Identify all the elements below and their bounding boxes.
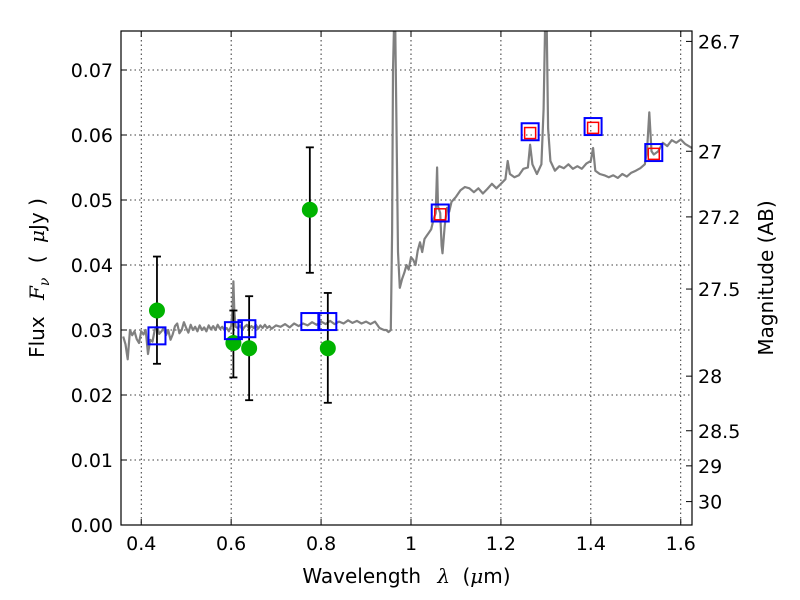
nir-flux-square xyxy=(433,208,447,221)
spectrum-line xyxy=(122,31,692,361)
model-flux-square xyxy=(300,312,320,332)
y-tick-label: 0.05 xyxy=(71,190,113,212)
secondary-y-axis-label: Magnitude (AB) xyxy=(754,200,778,355)
y-tick-label: 0.04 xyxy=(71,255,113,277)
model-flux-square xyxy=(147,326,167,346)
model-flux-square xyxy=(223,321,243,341)
x-tick-label: 1.6 xyxy=(666,533,696,555)
x-axis-label-text: Wavelength xyxy=(302,564,421,588)
model-flux-square xyxy=(430,203,450,223)
y-tick-label: 0.02 xyxy=(71,385,113,407)
y2-tick-label: 28.5 xyxy=(698,421,740,443)
y2-tick-label: 26.7 xyxy=(698,31,740,53)
y-tick-label: 0.07 xyxy=(71,60,113,82)
photometry-markers xyxy=(147,117,664,357)
observed-flux-point xyxy=(301,201,318,218)
y2-tick-label: 27 xyxy=(698,141,722,163)
x-axis-label: Wavelength λ (μm) xyxy=(302,564,510,588)
x-tick-label: 1 xyxy=(405,533,417,555)
nir-flux-square xyxy=(647,147,661,161)
model-flux-square xyxy=(237,319,257,339)
x-tick-label: 0.6 xyxy=(216,533,246,555)
y-axis-label-unit-close: Jy ) xyxy=(25,198,49,232)
y-axis-label-unit-open: ( xyxy=(25,255,49,263)
x-axis-label-unit-open: ( xyxy=(462,564,470,588)
model-flux-square xyxy=(644,143,664,163)
observed-flux-point xyxy=(319,340,336,357)
error-bars xyxy=(152,146,332,404)
model-flux-square xyxy=(318,312,338,332)
y-tick-label: 0.00 xyxy=(71,515,113,537)
x-tick-label: 1.4 xyxy=(576,533,606,555)
plot-frame xyxy=(120,30,693,526)
y-axis-label: Flux Fν ( μJy ) xyxy=(25,198,54,358)
y2-tick-label: 30 xyxy=(698,492,722,514)
observed-flux-point xyxy=(148,302,165,319)
y-axis-label-symbol: F xyxy=(25,285,49,301)
x-axis-label-unit-close: m) xyxy=(483,564,510,588)
y2-tick-label: 28 xyxy=(698,366,722,388)
y-axis-label-unit-mu: μ xyxy=(25,230,49,243)
x-tick-label: 1.2 xyxy=(486,533,516,555)
nir-flux-square xyxy=(523,126,537,140)
axis-ticks: 0.4 0.6 0.8 1 1.2 1.4 1.6 0.00 0.01 0.02 0.03 0.04 0… xyxy=(71,31,740,555)
x-axis-label-unit-mu: μ xyxy=(470,564,483,588)
y2-tick-label: 27.2 xyxy=(698,207,740,229)
model-spectrum xyxy=(122,31,692,361)
y-tick-label: 0.01 xyxy=(71,450,113,472)
y-axis-label-subscript: ν xyxy=(37,277,53,286)
y2-tick-label: 27.5 xyxy=(698,279,740,301)
y-axis-label-text: Flux xyxy=(25,316,49,358)
model-flux-square xyxy=(520,122,540,142)
y2-tick-label: 29 xyxy=(698,456,722,478)
nir-flux-square xyxy=(586,121,600,135)
x-axis-label-symbol: λ xyxy=(436,564,450,588)
grid xyxy=(121,31,692,526)
y-tick-label: 0.06 xyxy=(71,125,113,147)
x-tick-label: 0.8 xyxy=(306,533,336,555)
observed-flux-point xyxy=(241,340,258,357)
model-flux-square xyxy=(583,117,603,137)
y-tick-label: 0.03 xyxy=(71,320,113,342)
x-tick-label: 0.4 xyxy=(126,533,156,555)
